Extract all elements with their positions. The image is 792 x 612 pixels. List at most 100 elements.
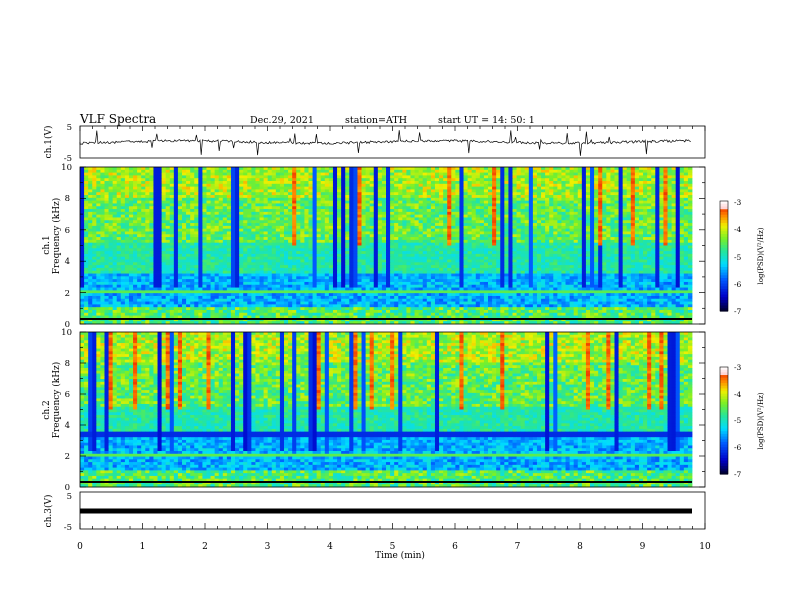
spectrogram-cell xyxy=(88,192,93,196)
spectrogram-cell xyxy=(194,223,199,227)
spectrogram-cell xyxy=(422,209,428,213)
spectrogram-cell xyxy=(316,214,322,218)
spectrogram-cell xyxy=(153,242,158,246)
spectrogram-cell xyxy=(643,214,648,218)
spectrogram-cell xyxy=(202,189,207,193)
spectrogram-cell xyxy=(500,195,505,199)
spectrogram-cell xyxy=(651,231,656,235)
spectrogram-cell xyxy=(492,175,497,179)
spectrogram-cell xyxy=(406,245,411,249)
spectrogram-cell xyxy=(377,242,383,246)
spectrogram-cell xyxy=(422,186,428,190)
spectrogram-cell xyxy=(133,209,138,213)
spectrogram-cell xyxy=(169,200,175,204)
spectrogram-cell xyxy=(463,203,468,207)
spectrogram-cell xyxy=(128,248,134,252)
spectrogram-cell xyxy=(133,220,138,224)
spectrogram-cell xyxy=(520,209,526,213)
spectrogram-cell xyxy=(210,214,216,218)
spectrogram-cell xyxy=(235,206,240,210)
spectrogram-cell xyxy=(545,178,550,182)
spectrogram-cell xyxy=(341,203,346,207)
spectrogram-cell xyxy=(463,220,468,224)
spectrogram-cell xyxy=(651,234,656,238)
spectrogram-cell xyxy=(353,200,358,204)
spectrogram-cell xyxy=(443,239,448,244)
spectrogram-cell xyxy=(410,186,415,190)
spectrogram-cell xyxy=(610,239,615,244)
spectrogram-cell xyxy=(182,172,187,176)
spectrogram-cell xyxy=(80,197,85,202)
spectrogram-cell xyxy=(133,256,138,260)
spectrogram-cell xyxy=(422,189,428,193)
spectrogram-cell xyxy=(524,183,530,188)
spectrogram-cell xyxy=(226,211,232,216)
spectrogram-cell xyxy=(243,245,248,249)
spectrogram-cell xyxy=(84,242,89,246)
spectrogram-cell xyxy=(512,206,517,210)
spectrogram-cell xyxy=(137,189,142,193)
spectrogram-cell xyxy=(210,231,216,235)
spectrogram-cell xyxy=(92,178,97,182)
spectrogram-cell xyxy=(398,234,403,238)
spectrogram-cell xyxy=(292,209,297,213)
spectrogram-cell xyxy=(667,197,672,202)
spectrogram-cell xyxy=(173,200,179,204)
spectrogram-cell xyxy=(84,256,89,260)
spectrogram-cell xyxy=(369,217,375,221)
spectrogram-cell xyxy=(320,203,326,207)
spectrogram-cell xyxy=(235,192,240,196)
spectrogram-cell xyxy=(455,169,460,173)
spectrogram-cell xyxy=(271,172,277,176)
spectrogram-cell xyxy=(434,234,440,238)
spectrogram-cell xyxy=(288,217,293,221)
spectrogram-cell xyxy=(581,206,587,210)
spectrogram-cell xyxy=(643,169,648,173)
spectrogram-cell xyxy=(500,248,505,252)
spectrogram-cell xyxy=(230,248,236,252)
spectrogram-cell xyxy=(202,237,207,241)
spectrogram-cell xyxy=(337,172,342,176)
spectrogram-cell xyxy=(561,237,566,241)
spectrogram-cell xyxy=(528,183,534,188)
spectrogram-cell xyxy=(157,217,162,221)
spectrogram-cell xyxy=(128,220,134,224)
spectrogram-cell xyxy=(504,200,509,204)
spectrogram-cell xyxy=(630,209,636,213)
spectrogram-cell xyxy=(508,251,513,255)
spectrogram-cell xyxy=(418,211,424,216)
spectrogram-cell xyxy=(492,178,497,182)
spectrogram-cell xyxy=(239,239,244,244)
spectrogram-cell xyxy=(141,200,146,204)
spectrogram-cell xyxy=(206,248,211,252)
spectrogram-cell xyxy=(573,220,579,224)
spectrogram-cell xyxy=(463,237,468,241)
spectrogram-cell xyxy=(626,256,632,260)
spectrogram-cell xyxy=(679,245,685,249)
spectrogram-cell xyxy=(687,242,693,246)
spectrogram-cell xyxy=(679,225,685,230)
spectrogram-cell xyxy=(349,256,354,260)
spectrogram-cell xyxy=(108,214,114,218)
spectrogram-cell xyxy=(381,178,387,182)
spectrogram-cell xyxy=(451,239,456,244)
spectrogram-cell xyxy=(638,228,644,232)
spectrogram-cell xyxy=(418,169,424,173)
spectrogram-cell xyxy=(337,192,342,196)
spectrogram-cell xyxy=(618,223,624,227)
spectrogram-cell xyxy=(663,183,668,188)
spectrogram-cell xyxy=(169,239,175,244)
spectrogram-cell xyxy=(434,211,440,216)
spectrogram-cell xyxy=(447,209,452,213)
spectrogram-cell xyxy=(467,239,473,244)
spectrogram-cell xyxy=(120,209,126,213)
spectrogram-cell xyxy=(137,203,142,207)
spectrogram-cell xyxy=(638,231,644,235)
spectrogram-cell xyxy=(210,259,216,263)
spectrogram-cell xyxy=(308,214,313,218)
spectrogram-cell xyxy=(145,169,150,173)
spectrogram-cell xyxy=(328,242,334,246)
spectrogram-cell xyxy=(557,256,562,260)
spectrogram-cell xyxy=(190,242,195,246)
spectrogram-cell xyxy=(504,206,509,210)
